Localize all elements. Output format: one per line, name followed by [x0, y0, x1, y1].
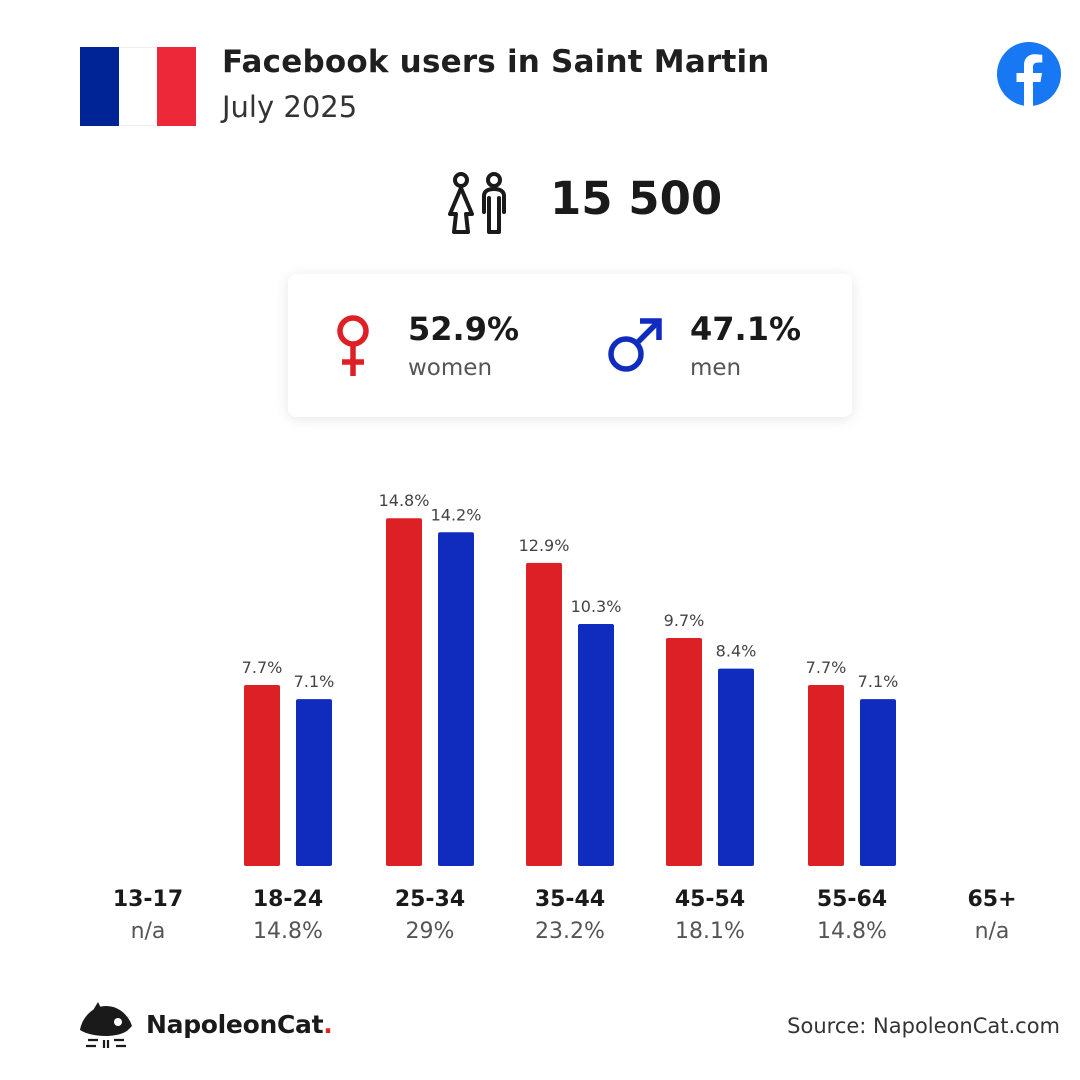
bar-men-25-34 — [438, 532, 474, 866]
data-label-men-25-34: 14.2% — [431, 505, 482, 524]
men-label: men — [690, 355, 742, 381]
bar-women-25-34 — [386, 518, 422, 866]
age-group-label-45-54: 45-54 — [675, 887, 745, 912]
age-group-total-65+: n/a — [975, 919, 1010, 944]
page-subtitle: July 2025 — [222, 90, 358, 124]
people-icon — [448, 172, 506, 234]
brand-name-text: NapoleonCat — [146, 1010, 324, 1039]
total-users-value: 15 500 — [550, 172, 723, 225]
france-flag-icon — [80, 47, 197, 126]
age-group-total-55-64: 14.8% — [817, 919, 887, 944]
data-label-men-35-44: 10.3% — [571, 597, 622, 616]
bar-men-18-24 — [296, 699, 332, 866]
flag-red-stripe — [157, 47, 197, 126]
data-label-women-55-64: 7.7% — [806, 658, 847, 677]
bar-men-35-44 — [578, 623, 614, 866]
age-group-label-25-34: 25-34 — [395, 887, 465, 912]
data-label-men-45-54: 8.4% — [716, 642, 757, 661]
women-label: women — [408, 355, 493, 381]
women-percentage: 52.9% — [408, 310, 520, 348]
age-group-total-18-24: 14.8% — [253, 919, 323, 944]
data-label-women-25-34: 14.8% — [379, 491, 430, 510]
data-label-women-35-44: 12.9% — [519, 536, 570, 555]
age-group-label-13-17: 13-17 — [113, 887, 183, 912]
facebook-logo-icon — [997, 42, 1061, 106]
age-group-total-35-44: 23.2% — [535, 919, 605, 944]
bar-women-45-54 — [666, 638, 702, 866]
data-label-men-18-24: 7.1% — [294, 672, 335, 691]
bar-women-18-24 — [244, 685, 280, 866]
data-label-women-45-54: 9.7% — [664, 611, 705, 630]
bar-women-35-44 — [526, 562, 562, 866]
brand-dot: . — [323, 1010, 333, 1039]
bar-men-55-64 — [860, 699, 896, 866]
age-group-total-45-54: 18.1% — [675, 919, 745, 944]
bar-men-45-54 — [718, 668, 754, 866]
page-title: Facebook users in Saint Martin — [222, 44, 770, 80]
men-percentage: 47.1% — [690, 310, 802, 348]
age-group-label-35-44: 35-44 — [535, 887, 605, 912]
age-group-total-13-17: n/a — [131, 919, 166, 944]
data-label-women-18-24: 7.7% — [242, 658, 283, 677]
brand-name: NapoleonCat. — [146, 1010, 333, 1039]
flag-blue-stripe — [80, 47, 119, 126]
data-label-men-55-64: 7.1% — [858, 672, 899, 691]
age-group-label-65+: 65+ — [967, 887, 1016, 912]
female-symbol-icon — [337, 315, 369, 376]
source-note: Source: NapoleonCat.com — [787, 1014, 1060, 1038]
male-symbol-icon — [608, 318, 662, 372]
flag-white-stripe — [118, 47, 158, 126]
napoleoncat-logo-icon — [80, 1002, 132, 1048]
gender-split-card: 52.9% women 47.1% men — [288, 274, 852, 417]
age-group-total-25-34: 29% — [406, 919, 455, 944]
age-group-label-18-24: 18-24 — [253, 887, 323, 912]
bar-women-55-64 — [808, 685, 844, 866]
age-group-label-55-64: 55-64 — [817, 887, 887, 912]
